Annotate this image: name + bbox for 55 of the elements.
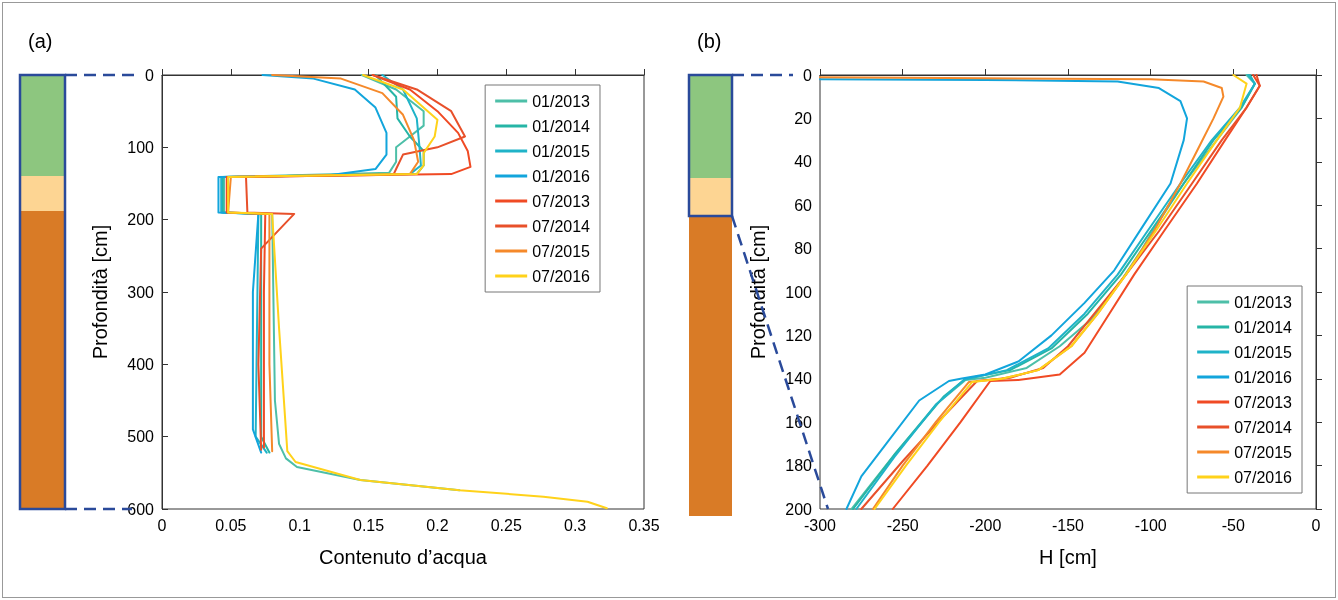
- y-tick-label: 0: [145, 66, 155, 84]
- y-axis-title: Profondità [cm]: [89, 224, 111, 360]
- x-tick-label: -250: [886, 516, 919, 534]
- y-tick-label: 100: [785, 283, 813, 301]
- y-tick-label: 200: [785, 500, 813, 518]
- legend-label: 07/2013: [1234, 393, 1293, 411]
- y-tick-label: 400: [127, 355, 155, 373]
- legend-label: 01/2014: [532, 117, 591, 135]
- x-tick-label: -50: [1221, 516, 1245, 534]
- x-tick-label: 0.1: [288, 516, 311, 534]
- y-tick-label: 120: [785, 326, 813, 344]
- legend-label: 01/2015: [532, 142, 591, 160]
- y-tick-label: 200: [127, 211, 155, 229]
- x-axis-title: Contenuto d’acqua: [319, 546, 488, 568]
- text: (a): [28, 30, 53, 53]
- y-tick-label: 160: [785, 413, 813, 431]
- text: (b): [697, 30, 722, 53]
- x-tick-label: 0.15: [353, 516, 385, 534]
- legend-label: 07/2013: [532, 192, 591, 210]
- x-tick-label: 0.2: [426, 516, 449, 534]
- y-tick-label: 180: [785, 457, 813, 475]
- x-tick-label: 0: [157, 516, 167, 534]
- y-tick-label: 100: [127, 138, 155, 156]
- y-tick-label: 600: [127, 500, 155, 518]
- y-tick-label: 20: [794, 109, 813, 127]
- legend-label: 07/2016: [532, 267, 591, 285]
- legend-label: 01/2013: [532, 92, 591, 110]
- x-tick-label: 0.35: [628, 516, 660, 534]
- y-tick-label: 40: [794, 153, 813, 171]
- y-tick-label: 0: [803, 66, 813, 84]
- x-tick-label: 0: [1311, 516, 1321, 534]
- y-tick-label: 300: [127, 283, 155, 301]
- legend-label: 07/2016: [1234, 468, 1293, 486]
- legend-label: 01/2016: [1234, 368, 1293, 386]
- legend-label: 01/2015: [1234, 343, 1293, 361]
- legend-label: 07/2014: [532, 217, 591, 235]
- x-tick-label: -150: [1051, 516, 1085, 534]
- x-tick-label: 0.05: [215, 516, 247, 534]
- x-axis-title: H [cm]: [1039, 546, 1097, 568]
- legend-label: 07/2014: [1234, 418, 1293, 436]
- y-tick-label: 140: [785, 370, 813, 388]
- x-tick-label: 0.25: [490, 516, 522, 534]
- legend-label: 01/2016: [532, 167, 591, 185]
- x-tick-label: -200: [969, 516, 1002, 534]
- legend-label: 01/2013: [1234, 293, 1293, 311]
- y-axis-title: Profondità [cm]: [747, 224, 769, 360]
- y-tick-label: 60: [794, 196, 813, 214]
- legend-label: 07/2015: [532, 242, 591, 260]
- x-tick-label: -300: [803, 516, 837, 534]
- legend-label: 01/2014: [1234, 318, 1293, 336]
- x-tick-label: 0.3: [564, 516, 587, 534]
- legend-label: 07/2015: [1234, 443, 1293, 461]
- y-tick-label: 500: [127, 428, 155, 446]
- x-tick-label: -100: [1134, 516, 1167, 534]
- y-tick-label: 80: [794, 240, 813, 258]
